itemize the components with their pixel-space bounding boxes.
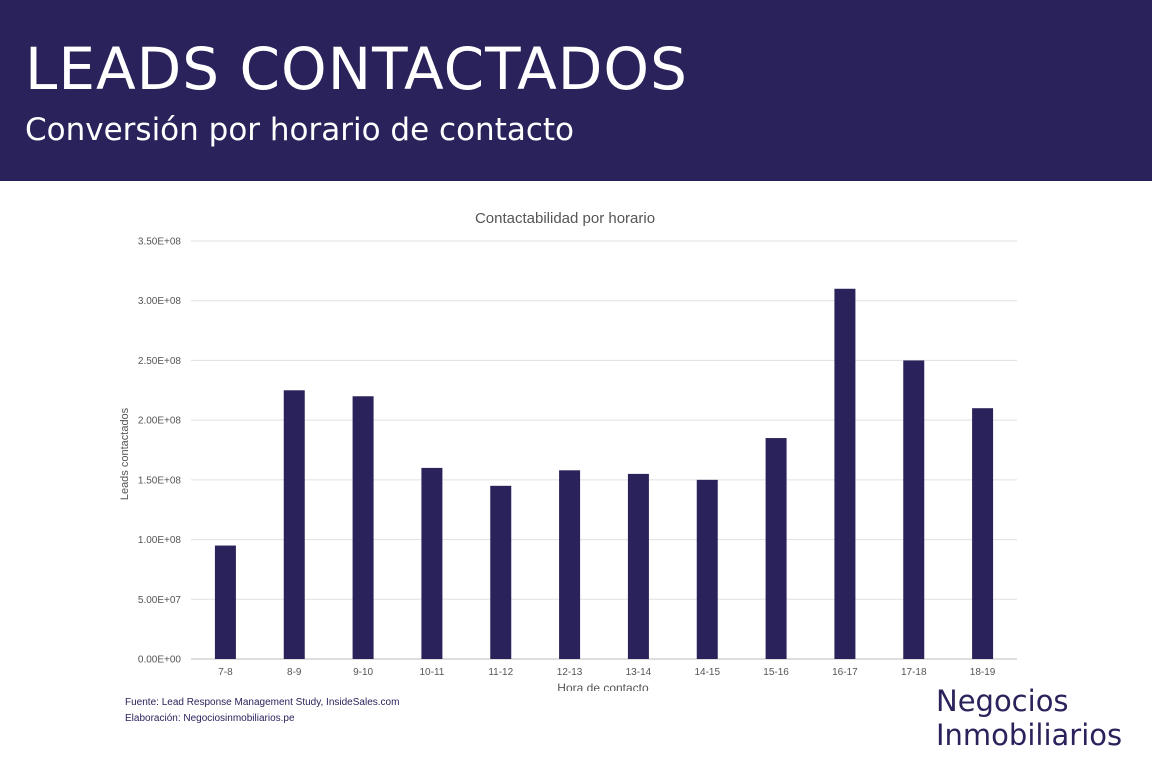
x-tick-label: 18-19	[970, 667, 996, 678]
x-tick-label: 16-17	[832, 667, 858, 678]
x-tick-label: 7-8	[218, 667, 233, 678]
y-tick-labels: 0.00E+00 5.00E+07 1.00E+08 1.50E+08 2.00E+08…	[138, 237, 182, 666]
y-tick-label: 2.00E+08	[138, 416, 182, 427]
y-tick-label: 2.50E+08	[138, 356, 182, 367]
x-axis-label: Hora de contacto	[557, 681, 649, 691]
brand-line-2: Inmobiliarios	[936, 718, 1123, 752]
x-tick-label: 11-12	[488, 667, 513, 678]
x-tick-label: 8-9	[287, 667, 302, 678]
bar-13-14	[627, 473, 649, 659]
bar-14-15	[696, 479, 718, 659]
x-tick-labels: 7-8 8-9 9-10 10-11 11-12 12-13 13-14 14-15 15-16…	[218, 667, 996, 678]
bar-chart: 0.00E+00 5.00E+07 1.00E+08 1.50E+08 2.00E+08…	[119, 210, 1017, 691]
bar-9-10	[352, 396, 374, 659]
brand-line-1: Negocios	[936, 684, 1069, 718]
bar-8-9	[283, 390, 305, 659]
chart-title: Contactabilidad por horario	[475, 210, 655, 227]
elaboration-note: Elaboración: Negociosinmobiliarios.pe	[125, 713, 295, 724]
y-tick-label: 3.50E+08	[138, 237, 182, 248]
x-tick-label: 10-11	[419, 667, 444, 678]
brand-logo: Negocios Inmobiliarios	[936, 684, 1122, 752]
x-tick-label: 15-16	[763, 667, 789, 678]
x-tick-label: 12-13	[557, 667, 583, 678]
page-title: LEADS CONTACTADOS	[25, 35, 688, 103]
header-banner: LEADS CONTACTADOS Conversión por horario…	[0, 0, 1152, 181]
y-tick-label: 1.00E+08	[138, 535, 182, 546]
y-tick-label: 0.00E+00	[138, 655, 182, 666]
bar-7-8	[214, 545, 236, 659]
source-note: Fuente: Lead Response Management Study, …	[125, 697, 400, 708]
bar-12-13	[559, 470, 581, 659]
page-subtitle: Conversión por horario de contacto	[25, 112, 575, 148]
x-tick-label: 17-18	[901, 667, 927, 678]
bar-15-16	[765, 438, 787, 659]
y-axis-label: Leads contactados	[119, 407, 131, 500]
x-tick-label: 14-15	[694, 667, 720, 678]
x-tick-label: 9-10	[353, 667, 373, 678]
bar-11-12	[490, 485, 512, 659]
bar-17-18	[903, 360, 925, 659]
y-tick-label: 3.00E+08	[138, 296, 182, 307]
bar-16-17	[834, 288, 856, 659]
y-tick-label: 5.00E+07	[138, 595, 182, 606]
x-tick-label: 13-14	[626, 667, 652, 678]
bar-18-19	[972, 408, 994, 659]
grid-lines	[191, 240, 1017, 660]
y-tick-label: 1.50E+08	[138, 475, 182, 486]
bar-10-11	[421, 467, 443, 659]
bars	[214, 288, 994, 659]
